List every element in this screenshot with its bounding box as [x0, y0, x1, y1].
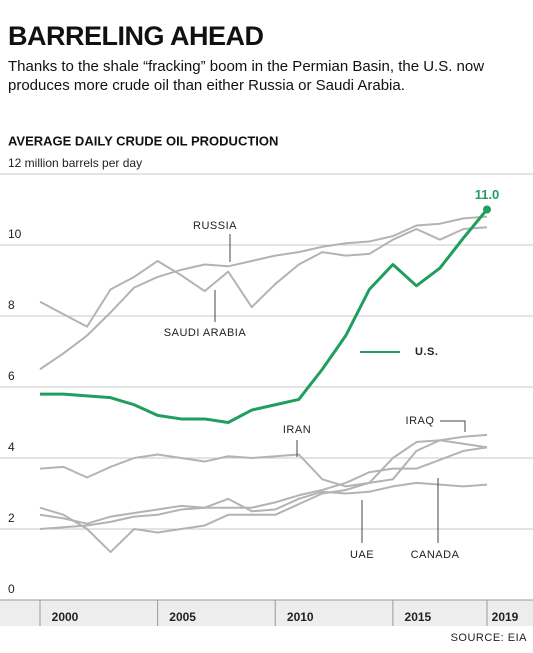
x-tick-label: 2000 — [52, 610, 79, 624]
source: SOURCE: EIA — [451, 632, 528, 644]
x-tick-label: 2019 — [492, 610, 519, 624]
series-label: CANADA — [411, 549, 460, 561]
x-tick-label: 2010 — [287, 610, 314, 624]
y-tick-label: 10 — [8, 227, 22, 241]
series-line — [39, 215, 488, 371]
series-line — [39, 226, 488, 328]
end-point — [483, 205, 491, 214]
series-label: IRAQ — [406, 415, 435, 427]
subtitle: produces more crude oil than either Russ… — [8, 77, 405, 94]
series-label: RUSSIA — [193, 220, 237, 232]
y-tick-label: 0 — [8, 582, 15, 596]
series-line — [39, 433, 488, 554]
y-tick-label: 12 million barrels per day — [8, 156, 142, 170]
series-label: IRAN — [283, 424, 311, 436]
series-label: UAE — [350, 549, 374, 561]
series-line — [40, 208, 489, 424]
series-line — [39, 481, 488, 525]
series-line — [39, 446, 488, 530]
series-label: U.S. — [415, 346, 438, 358]
y-tick-label: 8 — [8, 298, 15, 312]
y-tick-label: 2 — [8, 511, 15, 525]
chart-heading: AVERAGE DAILY CRUDE OIL PRODUCTION — [8, 133, 278, 148]
chart-title: BARRELING AHEAD — [8, 21, 264, 51]
subtitle: Thanks to the shale “fracking” boom in t… — [8, 58, 484, 75]
series-line — [39, 439, 488, 488]
value-label: 11.0 — [475, 187, 500, 202]
x-tick-label: 2005 — [169, 610, 196, 624]
x-axis-band — [0, 600, 533, 626]
y-tick-label: 6 — [8, 369, 15, 383]
leader-line — [440, 420, 466, 432]
y-tick-label: 4 — [8, 440, 15, 454]
series-label: SAUDI ARABIA — [164, 327, 247, 339]
x-tick-label: 2015 — [405, 610, 432, 624]
